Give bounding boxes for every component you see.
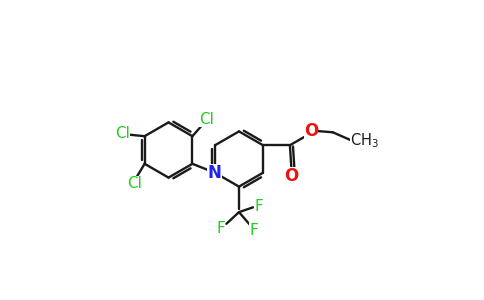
Text: Cl: Cl xyxy=(127,176,141,191)
Text: F: F xyxy=(249,223,258,238)
Text: O: O xyxy=(304,122,318,140)
Text: O: O xyxy=(284,167,299,185)
Text: Cl: Cl xyxy=(199,112,213,127)
Text: F: F xyxy=(216,221,225,236)
Text: N: N xyxy=(208,164,222,182)
Text: Cl: Cl xyxy=(115,126,130,141)
Text: CH$_3$: CH$_3$ xyxy=(350,131,379,150)
Text: F: F xyxy=(254,199,263,214)
